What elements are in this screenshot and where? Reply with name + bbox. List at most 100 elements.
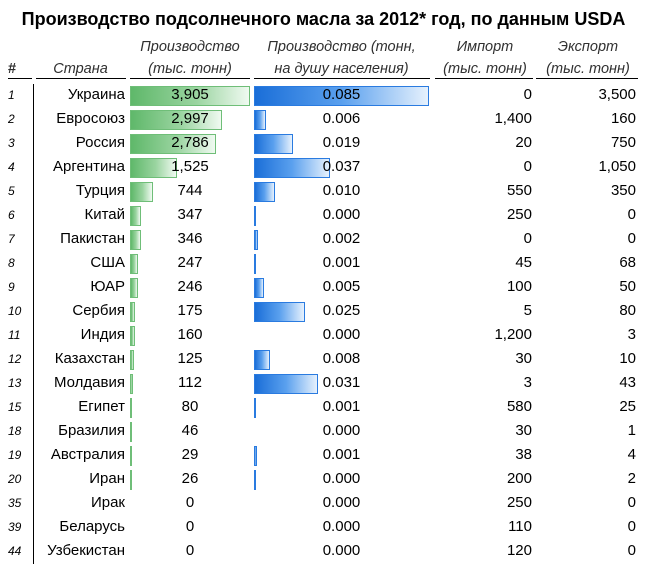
row-rank: 9 <box>8 280 15 294</box>
export-value: 0 <box>627 494 636 511</box>
table-row: 12 Казахстан 125 0.008 30 10 <box>0 348 647 372</box>
per-capita-value: 0.000 <box>322 326 361 343</box>
import-value: 0 <box>523 158 532 175</box>
row-rank: 18 <box>8 424 22 438</box>
table-row: 13 Молдавия 112 0.031 3 43 <box>0 372 647 396</box>
per-capita-bar <box>254 278 264 298</box>
import-value: 580 <box>506 398 532 415</box>
row-rank: 1 <box>8 88 15 102</box>
production-value: 26 <box>181 470 199 487</box>
header-underline-import <box>435 78 533 79</box>
row-country: Сербия <box>72 302 125 319</box>
row-rank: 2 <box>8 112 15 126</box>
export-value: 350 <box>610 182 636 199</box>
production-value: 744 <box>177 182 203 199</box>
table-row: 44 Узбекистан 0 0.000 120 0 <box>0 540 647 564</box>
import-value: 30 <box>515 350 532 367</box>
row-country: Китай <box>84 206 125 223</box>
production-bar <box>130 86 250 106</box>
header-export-line2: (тыс. тонн) <box>546 61 630 77</box>
table-row: 7 Пакистан 346 0.002 0 0 <box>0 228 647 252</box>
per-capita-value: 0.037 <box>322 158 361 175</box>
export-value: 0 <box>627 518 636 535</box>
row-country: Бразилия <box>58 422 125 439</box>
production-bar <box>130 350 134 370</box>
per-capita-value: 0.000 <box>322 422 361 439</box>
row-country: Пакистан <box>60 230 125 247</box>
table-row: 9 ЮАР 246 0.005 100 50 <box>0 276 647 300</box>
import-value: 0 <box>523 230 532 247</box>
per-capita-value: 0.010 <box>322 182 361 199</box>
import-value: 20 <box>515 134 532 151</box>
row-country: Ирак <box>90 494 125 511</box>
import-value: 0 <box>523 86 532 103</box>
import-value: 100 <box>506 278 532 295</box>
table-row: 39 Беларусь 0 0.000 110 0 <box>0 516 647 540</box>
production-bar <box>130 470 132 490</box>
production-value: 46 <box>181 422 199 439</box>
table-row: 35 Ирак 0 0.000 250 0 <box>0 492 647 516</box>
export-value: 0 <box>627 542 636 559</box>
production-bar <box>130 422 132 442</box>
production-value: 29 <box>181 446 199 463</box>
production-bar <box>130 326 135 346</box>
import-value: 250 <box>506 494 532 511</box>
export-value: 80 <box>619 302 636 319</box>
row-rank: 39 <box>8 520 22 534</box>
export-value: 1,050 <box>598 158 636 175</box>
table-row: 19 Австралия 29 0.001 38 4 <box>0 444 647 468</box>
export-value: 3,500 <box>598 86 636 103</box>
import-value: 250 <box>506 206 532 223</box>
header-import-line1: Импорт <box>456 39 514 55</box>
production-value: 246 <box>177 278 203 295</box>
row-country: Узбекистан <box>47 542 125 559</box>
import-value: 1,200 <box>494 326 532 343</box>
table-row: 4 Аргентина 1,525 0.037 0 1,050 <box>0 156 647 180</box>
production-bar <box>130 182 153 202</box>
header-num: # <box>8 61 17 77</box>
production-bar <box>130 110 222 130</box>
production-bar <box>130 446 132 466</box>
import-value: 200 <box>506 470 532 487</box>
table-row: 2 Евросоюз 2,997 0.006 1,400 160 <box>0 108 647 132</box>
table-row: 11 Индия 160 0.000 1,200 3 <box>0 324 647 348</box>
export-value: 1 <box>627 422 636 439</box>
per-capita-bar <box>254 350 270 370</box>
production-value: 112 <box>178 374 202 391</box>
production-bar <box>130 278 138 298</box>
import-value: 3 <box>523 374 532 391</box>
per-capita-value: 0.031 <box>322 374 361 391</box>
export-value: 25 <box>619 398 636 415</box>
production-bar <box>130 206 141 226</box>
header-per-capita-line1: Производство (тонн, <box>267 39 416 55</box>
row-rank: 3 <box>8 136 15 150</box>
table-row: 5 Турция 744 0.010 550 350 <box>0 180 647 204</box>
per-capita-bar <box>254 374 318 394</box>
row-rank: 44 <box>8 544 22 558</box>
production-value: 175 <box>177 302 203 319</box>
row-country: Беларусь <box>59 518 125 535</box>
import-value: 30 <box>515 422 532 439</box>
export-value: 50 <box>619 278 636 295</box>
row-country: Иран <box>89 470 125 487</box>
row-country: Россия <box>75 134 125 151</box>
per-capita-value: 0.025 <box>322 302 361 319</box>
production-value: 3,905 <box>171 86 209 103</box>
export-value: 2 <box>627 470 636 487</box>
production-bar <box>130 302 135 322</box>
row-country: ЮАР <box>90 278 125 295</box>
header-per-capita-line2: на душу населения) <box>274 61 409 77</box>
table-row: 18 Бразилия 46 0.000 30 1 <box>0 420 647 444</box>
table-row: 10 Сербия 175 0.025 5 80 <box>0 300 647 324</box>
row-rank: 35 <box>8 496 22 510</box>
import-value: 45 <box>515 254 532 271</box>
import-value: 5 <box>523 302 532 319</box>
header-underline-per-capita <box>254 78 430 79</box>
row-rank: 15 <box>8 400 22 414</box>
per-capita-bar <box>254 230 258 250</box>
per-capita-value: 0.001 <box>322 398 361 415</box>
per-capita-value: 0.001 <box>322 254 361 271</box>
per-capita-value: 0.005 <box>322 278 361 295</box>
production-value: 0 <box>185 518 195 535</box>
production-value: 0 <box>185 542 195 559</box>
